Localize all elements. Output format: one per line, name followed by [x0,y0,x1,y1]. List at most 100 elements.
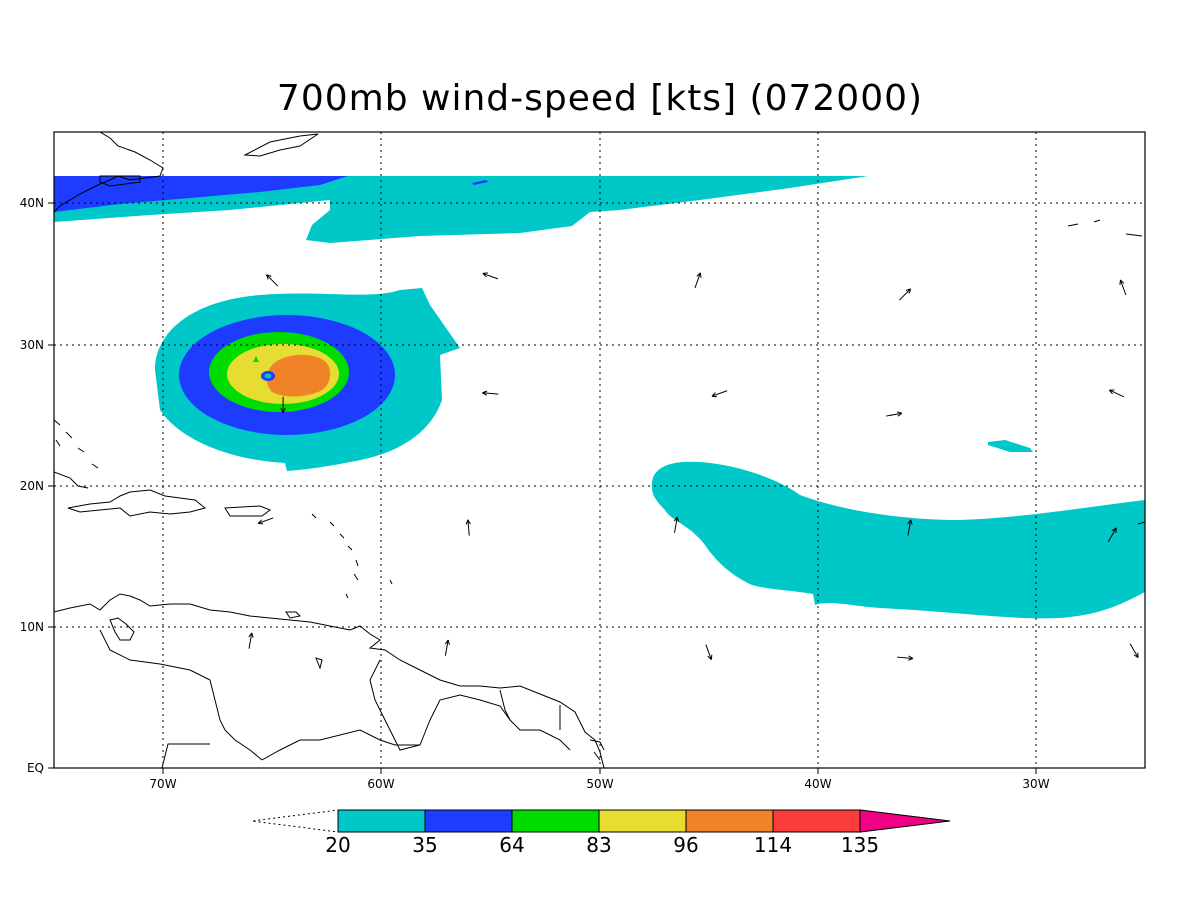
wind-vector-head [897,411,903,414]
wind-vector-head [905,288,911,291]
wind-vector-head [258,522,264,525]
storm-eye-20 [264,373,272,379]
wind-vector-head [696,272,701,277]
wind-vector [1129,643,1139,659]
wind-vector [898,288,912,301]
wind-vector [444,639,450,656]
wind-vector-shaft [886,412,903,417]
wind-vector-shaft [266,274,279,287]
wind-vector-head [447,639,450,645]
coastline-south-america [54,593,605,768]
coastline-amazon [161,739,605,768]
contour-96-storm [266,354,331,397]
wind-vectors [248,272,1139,661]
wind-vector-head [482,390,488,394]
border-venezuela-colombia [99,629,263,761]
wind-vector [1107,527,1117,542]
wind-vector-shaft [694,272,701,289]
map-title: 700mb wind-speed [kts] (072000) [276,78,924,119]
wind-vector-head [248,632,253,638]
wind-vector-shaft [467,519,470,536]
y-tick-label-30n: 30N [20,338,44,352]
wind-vector-head [482,272,488,274]
wind-vector-shaft [1109,389,1125,398]
contour-20-northern-band [54,176,868,243]
coastline-nova-scotia [243,133,319,157]
wind-vector [465,519,471,536]
coastline-trinidad [285,611,323,670]
wind-vector [266,274,279,287]
wind-vector-shaft [896,656,913,659]
wind-vector-head [251,632,254,638]
wind-vector-shaft [673,516,678,533]
coastline-lake-maracaibo [109,617,135,641]
wind-vector-head [908,657,914,661]
border-suriname-guiana [499,689,561,730]
wind-vector-shaft [482,272,499,280]
wind-vector-head [280,408,284,413]
coastline-lesser-antilles [311,513,393,599]
wind-vector-head [266,274,269,280]
wind-vector-shaft [1129,643,1139,658]
colorbar-swatch-135 [859,809,951,833]
wind-vector [886,411,903,417]
wind-vector-head [676,516,680,522]
x-tick-label-30w: 30W [1022,777,1049,791]
gridlines [54,132,1145,768]
wind-vector-shaft [907,519,912,536]
wind-vector-head [897,412,903,417]
colorbar-label-114: 114 [754,833,792,857]
y-tick-label-eq: EQ [27,761,44,775]
wind-vector-head [1120,279,1125,284]
colorbar-label-20: 20 [325,833,350,857]
coastline-new-york [99,175,141,187]
wind-vector-head [1111,527,1117,532]
wind-vector-head [910,519,913,525]
colorbar-lower-extension [251,809,339,833]
wind-vector-head [908,655,914,659]
axis-ticks [48,202,1037,774]
coastline-us-northeast [54,132,164,213]
y-tick-label-10n: 10N [20,620,44,634]
colorbar-swatch-114 [772,809,861,833]
wind-vector-head [711,392,716,397]
wind-vector [257,517,274,525]
wind-vector-head [707,655,712,660]
coastline-bahamas [54,419,99,469]
wind-vector-shaft [444,639,449,656]
colorbar-label-96: 96 [673,833,698,857]
colorbar-swatch-35 [424,809,513,833]
wind-vector-head [282,408,286,413]
wind-vector-shaft [898,288,911,301]
wind-vector [673,516,680,533]
border-brazil [261,729,420,761]
wind-vector [1108,389,1125,398]
wind-vector-head [266,274,272,277]
colorbar: 20 35 64 83 96 114 135 [251,809,951,857]
colorbar-label-83: 83 [586,833,611,857]
y-tick-label-40n: 40N [20,196,44,210]
colorbar-label-135: 135 [841,833,879,857]
contour-20-small-patch [988,440,1033,452]
wind-vector-head [673,516,678,522]
wind-vector-shaft [711,390,728,397]
x-tick-label-40w: 40W [804,777,831,791]
contour-35-small-patch [472,180,488,185]
wind-vector [694,272,702,289]
wind-vector [1119,279,1127,296]
wind-vector-head [908,288,912,294]
wind-vector-head [1119,279,1121,285]
wind-vector-head [482,392,487,396]
wind-vector [705,644,713,660]
wind-vector [248,632,254,649]
x-tick-label-50w: 50W [586,777,613,791]
wind-vector-head [482,273,487,278]
wind-vector-shaft [1107,527,1117,542]
wind-vector-head [1133,654,1139,659]
coastline-cape-verde [1137,521,1145,525]
wind-vector-head [257,519,262,524]
wind-vector-shaft [482,392,499,395]
wind-vector-head [467,519,471,525]
coastline-azores [1067,219,1143,237]
